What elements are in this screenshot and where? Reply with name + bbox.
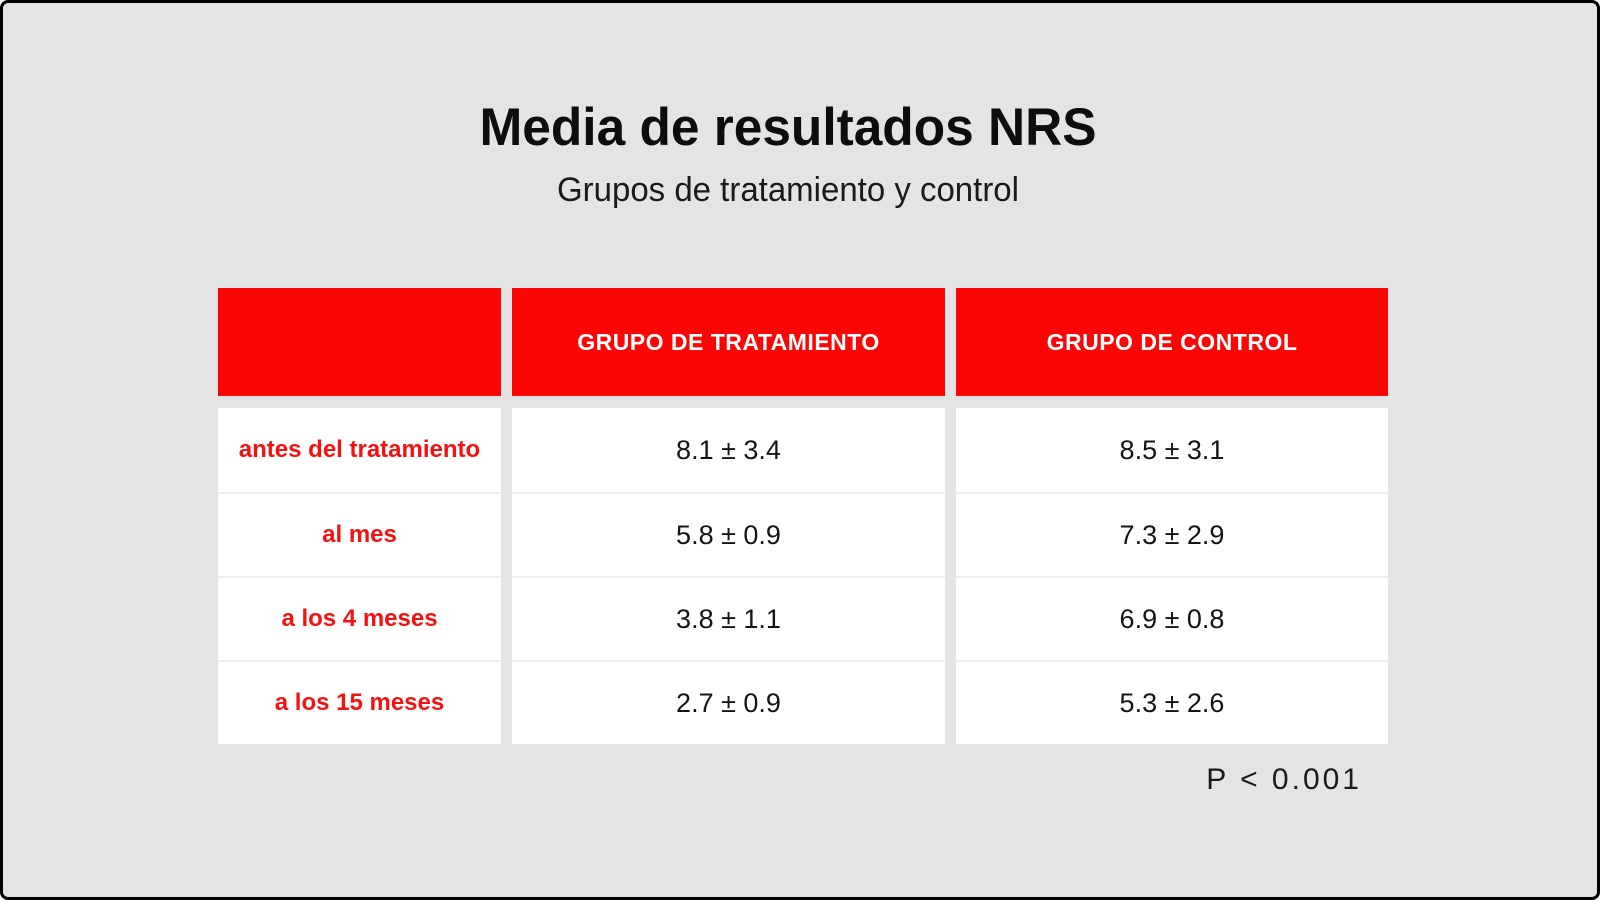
- value-cell-treatment: 3.8 ± 1.1: [512, 576, 945, 660]
- row-label: a los 4 meses: [218, 576, 501, 660]
- p-value-note: P < 0.001: [1206, 763, 1362, 796]
- value-cell-treatment: 8.1 ± 3.4: [512, 408, 945, 492]
- page-title: Media de resultados NRS: [479, 98, 1097, 157]
- value-cell-control: 8.5 ± 3.1: [956, 408, 1388, 492]
- column-header-treatment: GRUPO DE TRATAMIENTO: [512, 288, 945, 396]
- results-table: GRUPO DE TRATAMIENTO GRUPO DE CONTROL an…: [218, 288, 1388, 744]
- row-label: al mes: [218, 492, 501, 576]
- value-cell-treatment: 5.8 ± 0.9: [512, 492, 945, 576]
- value-cell-control: 7.3 ± 2.9: [956, 492, 1388, 576]
- column-header-control: GRUPO DE CONTROL: [956, 288, 1388, 396]
- value-cell-treatment: 2.7 ± 0.9: [512, 660, 945, 744]
- table-header-row: GRUPO DE TRATAMIENTO GRUPO DE CONTROL: [218, 288, 1388, 396]
- table-body: antes del tratamiento 8.1 ± 3.4 8.5 ± 3.…: [218, 408, 1388, 744]
- row-label: antes del tratamiento: [218, 408, 501, 492]
- value-cell-control: 6.9 ± 0.8: [956, 576, 1388, 660]
- row-label: a los 15 meses: [218, 660, 501, 744]
- column-header-empty: [218, 288, 501, 396]
- page-subtitle: Grupos de tratamiento y control: [557, 171, 1019, 209]
- value-cell-control: 5.3 ± 2.6: [956, 660, 1388, 744]
